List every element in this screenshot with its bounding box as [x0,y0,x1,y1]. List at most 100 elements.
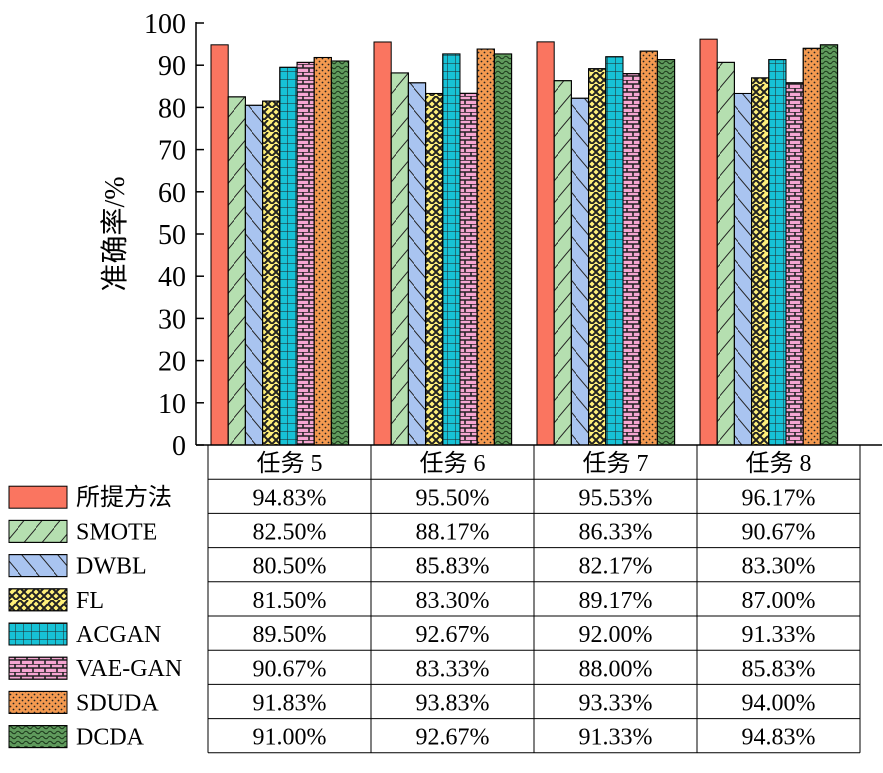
bar-hatch [493,53,513,446]
bar-fill [210,44,229,446]
bar [296,61,315,446]
table-cell-value: 90.67% [742,520,816,546]
bar-hatch [390,72,409,446]
bar [605,56,624,446]
legend-swatch-hatch [8,622,68,646]
table-cell-value: 91.33% [579,725,653,751]
table-cell-value: 83.30% [742,554,816,580]
bar [553,80,572,446]
y-axis-title: 准确率/% [99,176,131,291]
legend-label: SMOTE [76,519,157,545]
bar-hatch [570,97,590,446]
legend-swatch-hatch [8,690,68,714]
bar [699,38,718,446]
legend-swatch-hatch [8,725,68,749]
data-table: 任务 5 任务 6 任务 7 任务 8 94.83% 95.50% 95.53% 96.17%… [207,445,861,754]
bar-hatch [802,47,821,446]
y-tick-label: 60 [158,178,186,209]
bar [425,92,444,446]
bar-hatch [819,44,839,446]
table-cell-value: 85.83% [742,656,816,682]
bar-hatch [313,56,332,446]
legend-swatch-hatch [8,656,68,680]
bar-hatch [442,53,461,446]
bar-hatch [459,92,478,446]
bar-hatch [751,77,770,446]
legend-item: ACGAN [8,622,161,648]
bar-marks [210,38,839,446]
table-cell-value: 94.00% [742,691,816,717]
bar-hatch [279,66,298,446]
y-tick-label: 100 [144,9,186,40]
bar-hatch [244,104,264,446]
table-cell-value: 82.50% [253,520,327,546]
bar [536,41,555,446]
table-cell-value: 83.30% [416,588,490,614]
table-cell-value: 92.00% [579,622,653,648]
x-category-label: 任务 7 [583,450,649,477]
table-cell-value: 81.50% [253,588,327,614]
legend-label: 所提方法 [76,484,172,511]
legend-swatch-hatch [8,588,68,612]
legend: 所提方法 SMOTE DWBL FL ACGAN VAE-GAN SDUDA DCDA [8,484,182,751]
bar [390,72,409,446]
legend-swatch [8,485,68,509]
y-tick-label: 30 [158,304,186,335]
bar-fill [699,38,718,446]
bar-hatch [639,50,658,446]
bar [373,41,392,446]
legend-label: FL [76,588,104,614]
x-category-label: 任务 6 [420,450,486,477]
bar [407,82,427,446]
bar [802,47,821,446]
y-axis-ticks: 0 10 20 30 40 50 60 70 80 90 100 [144,9,204,462]
table-cell-value: 96.17% [742,485,816,511]
bar [751,77,770,446]
axes [195,22,882,446]
legend-label: DCDA [76,725,145,751]
legend-swatch-hatch [8,554,68,578]
y-tick-label: 80 [158,93,186,124]
table-cell-value: 92.67% [416,622,490,648]
table-cell-value: 93.33% [579,691,653,717]
bar-hatch [605,56,624,446]
bar-hatch [330,60,350,446]
table-cell-value: 85.83% [416,554,490,580]
legend-item: 所提方法 [8,484,172,511]
bar [768,59,787,446]
table-cell-value: 83.33% [416,656,490,682]
bar [279,66,298,446]
bar [442,53,461,446]
x-category-label: 任务 5 [257,450,323,477]
legend-swatch-hatch [8,519,68,543]
legend-label: DWBL [76,554,147,580]
bar-hatch [733,92,753,446]
bar [733,92,753,446]
bar [785,82,804,446]
bar [570,97,590,446]
table-cell-value: 95.53% [579,485,653,511]
bar-hatch [227,96,246,446]
bar [476,48,495,446]
x-category-label: 任务 8 [746,450,812,477]
y-tick-label: 90 [158,51,186,82]
bar [716,61,735,446]
bar [819,44,839,446]
table-cell-value: 88.17% [416,520,490,546]
table-cell-value: 94.83% [742,725,816,751]
bar-hatch [768,59,787,446]
bar-hatch [425,92,444,446]
table-cell-value: 80.50% [253,554,327,580]
table-cell-value: 89.17% [579,588,653,614]
bar [227,96,246,446]
bar [244,104,264,446]
table-cell-value: 88.00% [579,656,653,682]
bar [588,68,607,446]
table-cell-value: 87.00% [742,588,816,614]
table-cell-value: 91.00% [253,725,327,751]
legend-item: SMOTE [8,519,157,545]
bar-fill [536,41,555,446]
legend-item: SDUDA [8,690,159,716]
bar [622,73,641,446]
